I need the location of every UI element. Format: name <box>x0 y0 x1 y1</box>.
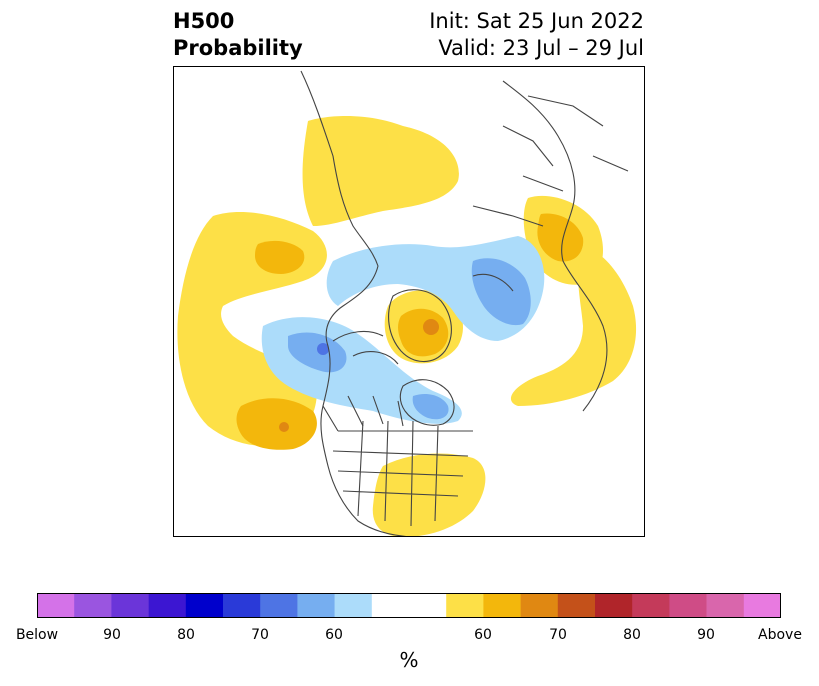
colorbar-segment-below-1 <box>74 593 112 618</box>
polar-map <box>173 66 645 537</box>
coastline-north-america <box>300 70 414 537</box>
colorbar-segment-above-4 <box>595 593 633 618</box>
colorbar-border <box>37 593 781 618</box>
colorbar-tick-above: Above <box>758 627 802 643</box>
title-variable: H500 <box>173 9 235 33</box>
anomaly-greenland-peak <box>423 319 439 335</box>
colorbar-segment-above-0 <box>446 593 484 618</box>
colorbar-segment-above-7 <box>706 593 745 618</box>
colorbar-segment-above-3 <box>557 593 596 618</box>
coastline-hudson-bay <box>399 379 455 426</box>
title-valid-range: Valid: 23 Jul – 29 Jul <box>438 36 644 60</box>
coastline-greenland <box>388 289 452 363</box>
colorbar-tick-below-80: 80 <box>177 627 195 643</box>
colorbar-segment-below-7 <box>297 593 335 618</box>
colorbar-segment-below-0 <box>37 593 75 618</box>
colorbar-tick-above-90: 90 <box>697 627 715 643</box>
anomaly-peak-marker <box>279 422 289 432</box>
coastline-arctic-islands <box>332 273 514 365</box>
below-normal-regions <box>261 236 545 424</box>
colorbar-segment-above-8 <box>743 593 781 618</box>
anomaly-below-peak <box>317 343 329 355</box>
colorbar <box>37 593 781 618</box>
colorbar-segment-neutral <box>371 593 447 618</box>
canada-province-lines <box>322 395 404 432</box>
anomaly-north-pacific-core <box>236 398 317 450</box>
above-normal-regions <box>177 116 637 537</box>
colorbar-tick-above-60: 60 <box>474 627 492 643</box>
colorbar-segment-below-5 <box>223 593 261 618</box>
eurasia-borders <box>472 95 629 227</box>
colorbar-segment-below-4 <box>185 593 224 618</box>
us-state-grid <box>332 420 473 527</box>
colorbar-tick-below-70: 70 <box>251 627 269 643</box>
colorbar-segment-above-2 <box>520 593 559 618</box>
colorbar-segment-below-6 <box>260 593 298 618</box>
chart-title-right: Init: Sat 25 Jun 2022 Valid: 23 Jul – 29… <box>429 8 644 62</box>
anomaly-hudson-bay-core <box>412 394 449 420</box>
colorbar-tick-above-70: 70 <box>549 627 567 643</box>
colorbar-segment-above-1 <box>483 593 521 618</box>
anomaly-canadian-arctic-core <box>288 332 347 373</box>
colorbar-segment-below-3 <box>148 593 187 618</box>
coastline-eurasia <box>502 80 608 412</box>
colorbar-segment-below-8 <box>334 593 373 618</box>
anomaly-eastern-siberia-core <box>537 213 584 262</box>
map-boundaries <box>300 70 629 537</box>
chart-title-left: H500 Probability <box>173 8 303 62</box>
colorbar-segment-above-6 <box>669 593 707 618</box>
colorbar-unit-label: % <box>399 648 419 672</box>
colorbar-tick-below-60: 60 <box>325 627 343 643</box>
colorbar-tick-above-80: 80 <box>623 627 641 643</box>
colorbar-segment-above-5 <box>632 593 670 618</box>
colorbar-tick-below-90: 90 <box>103 627 121 643</box>
colorbar-tick-below: Below <box>15 627 59 643</box>
anomaly-aleutian-core <box>255 240 305 274</box>
title-init-date: Init: Sat 25 Jun 2022 <box>429 9 644 33</box>
colorbar-segment-below-2 <box>111 593 149 618</box>
title-product: Probability <box>173 36 303 60</box>
